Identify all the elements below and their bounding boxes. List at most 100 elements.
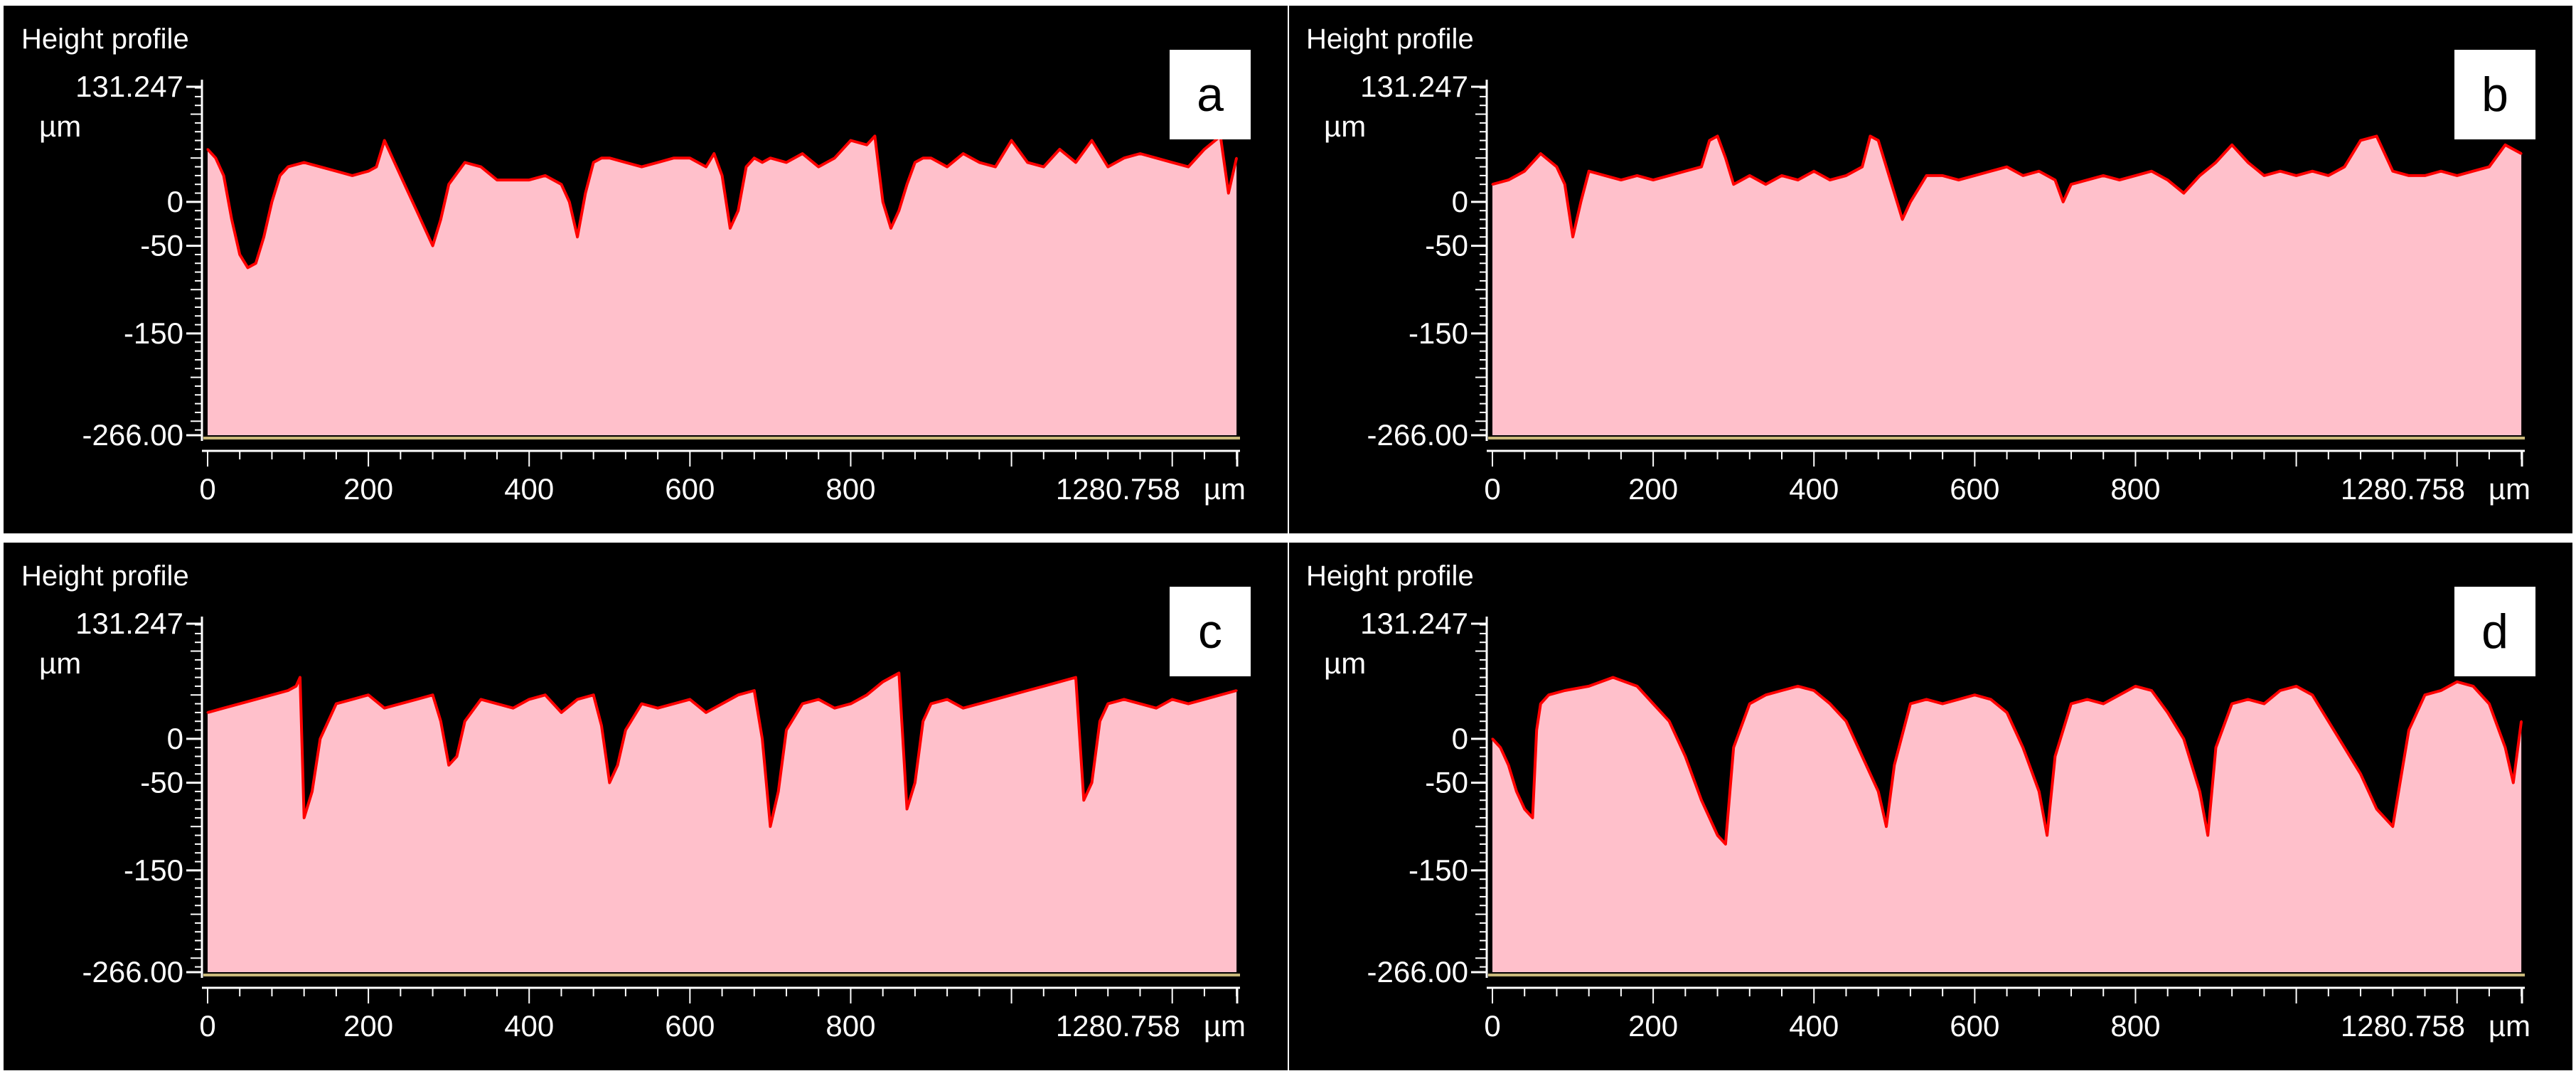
data-point [1909, 201, 1912, 203]
data-point [673, 156, 675, 159]
data-point [1989, 170, 1992, 173]
data-point [1925, 698, 1928, 701]
data-point [592, 161, 595, 164]
data-point [656, 707, 659, 710]
x-unit-label: µm [1204, 1009, 1246, 1043]
x-tick-label: 400 [1789, 1009, 1839, 1043]
data-point [1917, 187, 1920, 190]
data-point [1724, 156, 1727, 159]
data-point [2102, 174, 2105, 177]
data-point [897, 209, 900, 212]
data-point [1652, 703, 1655, 705]
data-point [1091, 139, 1094, 142]
data-point [279, 174, 282, 177]
data-point [1171, 161, 1174, 164]
data-point [1588, 170, 1591, 173]
data-point [600, 156, 603, 159]
data-point [2150, 170, 2153, 173]
data-point [1106, 166, 1109, 169]
data-point [1235, 689, 1238, 692]
data-point [641, 703, 643, 705]
data-point [230, 218, 233, 221]
data-point [688, 698, 691, 701]
y-tick-label: -150 [1409, 316, 1468, 350]
data-point [2262, 174, 2265, 177]
data-point [817, 166, 820, 169]
data-point [351, 174, 353, 177]
data-point [1748, 174, 1751, 177]
data-point [688, 156, 691, 159]
data-point [978, 703, 980, 705]
data-point [206, 148, 209, 151]
data-point [2439, 170, 2442, 173]
y-tick-label: 131.247 [75, 607, 183, 640]
data-point [1491, 183, 1494, 186]
data-point [1539, 703, 1542, 705]
data-point [753, 156, 756, 159]
data-point [287, 166, 289, 169]
data-point [1620, 179, 1623, 181]
data-point [729, 227, 732, 230]
data-point [624, 161, 627, 164]
data-point [2504, 746, 2506, 749]
y-tick-label: -50 [1425, 766, 1468, 799]
data-point [1106, 703, 1109, 705]
data-point [897, 671, 900, 674]
data-point [1564, 689, 1566, 692]
data-point [1123, 156, 1126, 159]
data-point [1845, 720, 1847, 723]
data-point [1082, 799, 1085, 801]
data-point [1812, 170, 1815, 173]
y-tick-label: 0 [167, 722, 183, 755]
data-point [1941, 703, 1944, 705]
data-point [528, 179, 530, 181]
data-point [1829, 703, 1832, 705]
data-point [1579, 201, 1582, 203]
data-point [238, 253, 241, 256]
data-point [2456, 174, 2459, 177]
data-point [737, 693, 739, 696]
data-point [2391, 170, 2394, 173]
data-point [1973, 693, 1976, 696]
data-point [1700, 799, 1703, 801]
data-point [721, 174, 724, 177]
data-point [432, 693, 434, 696]
data-point [1139, 152, 1141, 155]
data-point [994, 166, 997, 169]
data-point [303, 161, 306, 164]
data-point [2150, 689, 2153, 692]
data-point [1074, 676, 1077, 678]
data-point [2198, 790, 2201, 793]
data-point [2215, 161, 2217, 164]
data-point [889, 227, 892, 230]
data-point [1499, 746, 1502, 749]
data-point [2247, 698, 2250, 701]
data-point [528, 698, 530, 701]
data-point [1861, 166, 1864, 169]
data-point [1171, 698, 1174, 701]
data-point [399, 174, 402, 177]
x-tick-label: 0 [199, 1009, 215, 1043]
height-profile-area [208, 136, 1237, 435]
data-point [2359, 139, 2362, 142]
data-point [367, 170, 370, 173]
data-point [761, 161, 764, 164]
data-point [1603, 174, 1606, 177]
y-tick-label: -50 [1425, 229, 1468, 262]
data-point [2311, 693, 2314, 696]
chart-title: Height profile [1306, 560, 1474, 592]
data-point [479, 698, 482, 701]
data-point [2512, 782, 2515, 784]
data-point [921, 720, 924, 723]
data-point [801, 152, 804, 155]
data-point [270, 201, 273, 203]
data-point [391, 156, 394, 159]
data-point [921, 156, 924, 159]
baseline [203, 437, 1240, 440]
data-point [2424, 693, 2426, 696]
data-point [311, 790, 314, 793]
data-point [255, 262, 257, 265]
data-point [1042, 685, 1045, 688]
data-point [2327, 720, 2330, 723]
panel-label: a [1197, 68, 1224, 122]
